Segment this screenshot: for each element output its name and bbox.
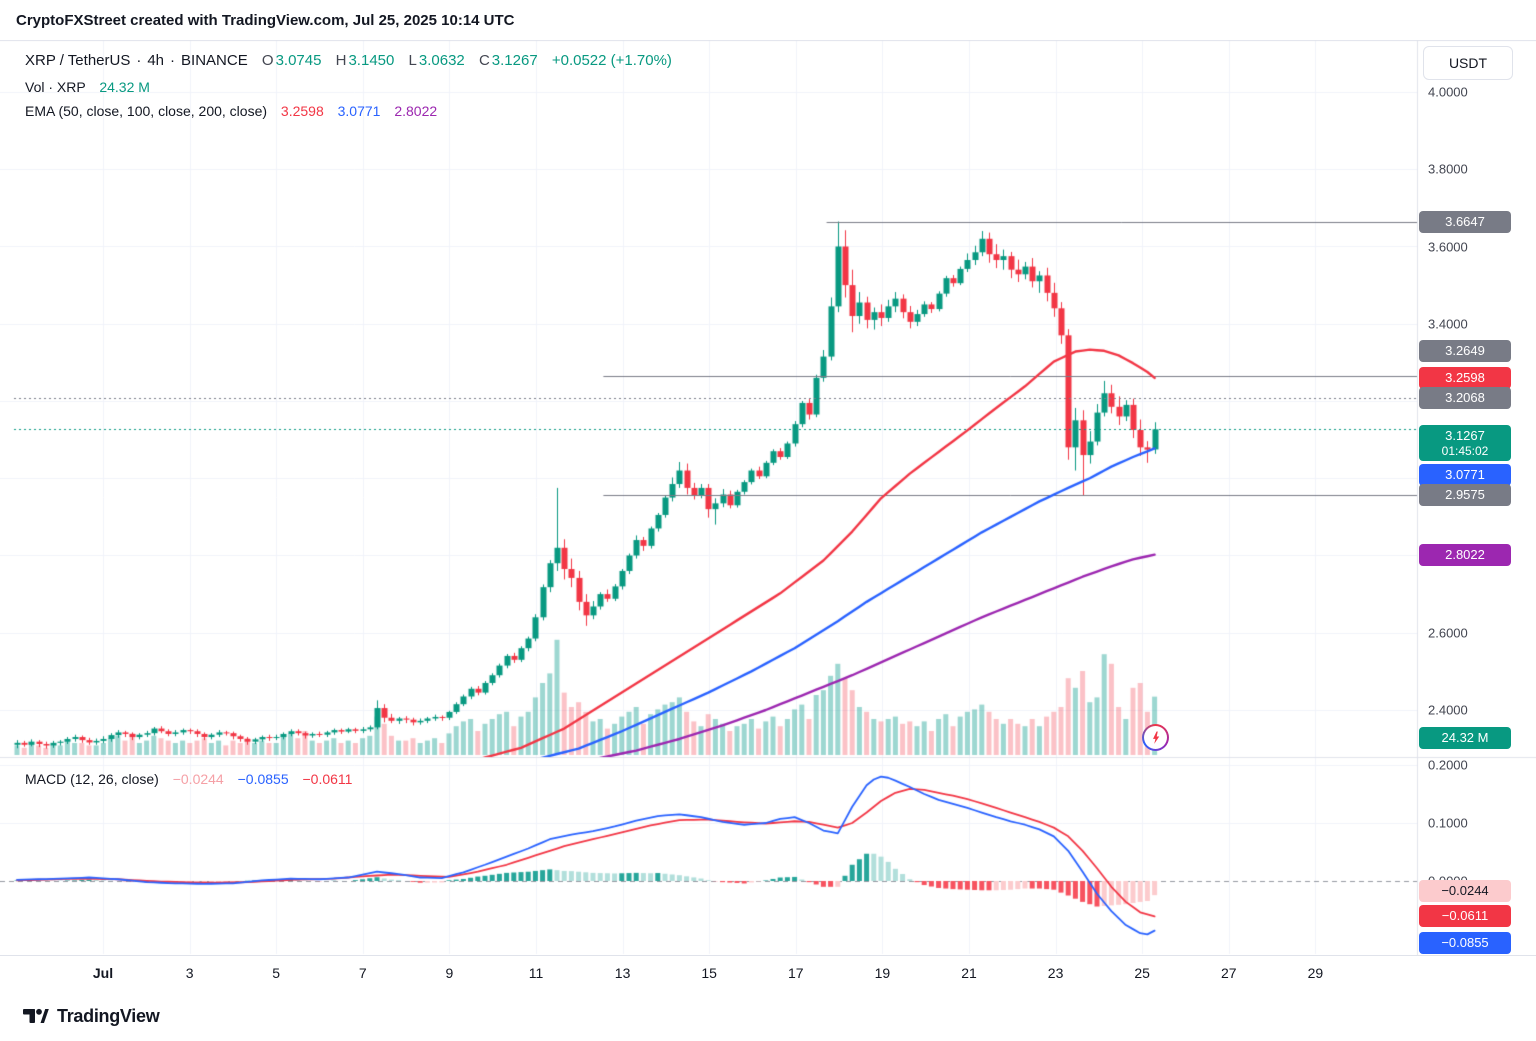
macd-hist-value: −0.0244 — [172, 771, 224, 787]
close-label: C — [478, 52, 490, 69]
level-badge-3-2649: 3.2649 — [1419, 339, 1511, 362]
time-axis[interactable]: Jul 3 5 7 9 11 13 15 17 19 21 23 25 27 29 — [0, 955, 1536, 992]
time-axis-tick: 21 — [961, 965, 977, 981]
time-axis-tick: 27 — [1221, 965, 1237, 981]
time-axis-tick: 5 — [272, 965, 281, 981]
axis-tick-label: 4.0000 — [1428, 84, 1468, 100]
axis-tick-label: 3.4000 — [1428, 316, 1468, 332]
time-axis-tick: 23 — [1047, 965, 1064, 981]
separator-dot: · — [170, 52, 176, 69]
high-value: 3.1450 — [348, 52, 395, 69]
volume-value: 24.32 M — [99, 79, 150, 95]
ema50-badge: 3.2598 — [1419, 366, 1511, 389]
attribution-bar: CryptoFXStreet created with TradingView.… — [0, 0, 1536, 40]
time-axis-tick: 17 — [788, 965, 804, 981]
price-axis[interactable]: USDT 4.0000 3.8000 3.6000 3.4000 2.6000 2.400… — [1417, 40, 1536, 990]
axis-tick-label: 0.2000 — [1428, 757, 1468, 773]
level-badge-3-6647: 3.6647 — [1419, 210, 1511, 233]
open-value: 3.0745 — [275, 52, 322, 69]
ema200-badge: 2.8022 — [1419, 543, 1511, 566]
macd-signal-value: −0.0611 — [302, 771, 353, 787]
time-axis-tick: 9 — [445, 965, 454, 981]
ema50-value: 3.2598 — [280, 103, 324, 119]
exchange-label: BINANCE — [181, 52, 248, 69]
low-label: L — [408, 52, 417, 69]
volume-label: Vol · XRP — [25, 79, 86, 95]
ema100-badge: 3.0771 — [1419, 464, 1511, 487]
bar-close-countdown: 01:45:02 — [1441, 444, 1489, 459]
close-value: 3.1267 — [491, 52, 538, 69]
time-axis-tick: 15 — [701, 965, 717, 981]
volume-badge: 24.32 M — [1419, 727, 1511, 749]
macd-label: MACD (12, 26, close) — [25, 771, 159, 787]
ema100-value: 3.0771 — [337, 103, 381, 119]
time-axis-tick: 29 — [1307, 965, 1324, 981]
attribution-text: CryptoFXStreet created with TradingView.… — [16, 11, 515, 29]
change-value: +0.0522 (+1.70%) — [551, 52, 672, 69]
macd-signal-badge: −0.0611 — [1419, 905, 1511, 927]
currency-toggle-button[interactable]: USDT — [1423, 46, 1513, 80]
separator-dot: · — [136, 52, 142, 69]
macd-line-value: −0.0855 — [237, 771, 289, 787]
ema-label: EMA (50, close, 100, close, 200, close) — [25, 103, 268, 119]
axis-tick-label: 2.6000 — [1428, 625, 1468, 641]
macd-legend: MACD (12, 26, close) −0.0244 −0.0855 −0.… — [25, 771, 352, 787]
time-axis-tick: 19 — [874, 965, 891, 981]
volume-legend: Vol · XRP 24.32 M — [25, 79, 150, 95]
axis-tick-label: 3.8000 — [1428, 161, 1468, 177]
low-value: 3.0632 — [418, 52, 465, 69]
macd-hist-badge: −0.0244 — [1419, 880, 1511, 902]
footer-bar: TradingView — [0, 991, 1536, 1041]
axis-tick-label: 0.1000 — [1428, 815, 1468, 831]
time-axis-tick: 7 — [358, 965, 367, 981]
axis-tick-label: 2.4000 — [1428, 702, 1468, 718]
tradingview-wordmark: TradingView — [57, 1005, 160, 1026]
current-price-badge: 3.1267 01:45:02 — [1419, 425, 1511, 462]
level-badge-3-2068: 3.2068 — [1419, 387, 1511, 410]
lightning-button[interactable] — [1142, 724, 1169, 751]
time-axis-tick: 3 — [185, 965, 194, 981]
time-axis-tick: Jul — [92, 965, 114, 981]
symbol-name: XRP / TetherUS — [25, 52, 131, 69]
macd-line-badge: −0.0855 — [1419, 932, 1511, 954]
time-axis-tick: 13 — [614, 965, 631, 981]
ema-legend: EMA (50, close, 100, close, 200, close) … — [25, 103, 437, 119]
time-axis-tick: 25 — [1134, 965, 1150, 981]
high-label: H — [335, 52, 347, 69]
tradingview-logo[interactable]: TradingView — [23, 1004, 160, 1028]
lightning-icon — [1144, 726, 1167, 749]
ema200-value: 2.8022 — [394, 103, 438, 119]
tradingview-logo-icon — [23, 1008, 49, 1023]
axis-tick-label: 3.6000 — [1428, 239, 1468, 254]
interval-label: 4h — [147, 52, 165, 69]
time-axis-tick: 11 — [528, 965, 544, 981]
symbol-legend: XRP / TetherUS · 4h · BINANCE O 3.0745 H 3.145… — [25, 52, 672, 69]
open-label: O — [261, 52, 274, 69]
level-badge-2-9575: 2.9575 — [1419, 483, 1511, 506]
